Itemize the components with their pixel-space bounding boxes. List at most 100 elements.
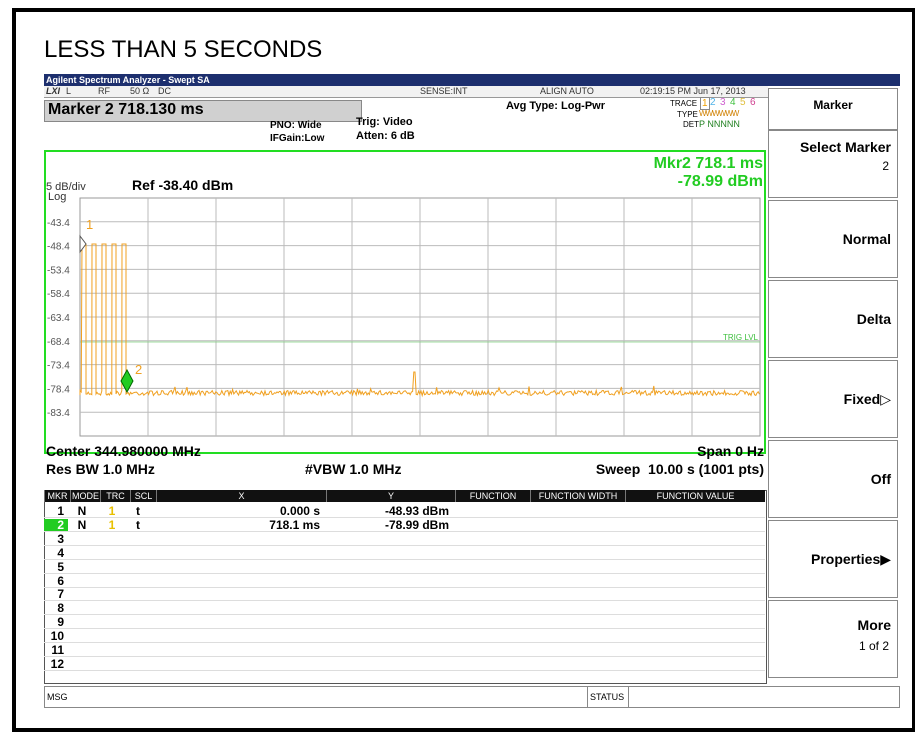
- table-cell: 718.1 ms: [269, 517, 320, 532]
- row-line: [44, 614, 765, 616]
- table-cell: 1: [108, 504, 116, 518]
- row-line: [44, 586, 765, 588]
- sweep: Sweep 10.00 s (1001 pts): [595, 461, 764, 477]
- menu-button-label: More: [857, 617, 891, 633]
- menu-button[interactable]: Off: [768, 440, 898, 518]
- menu-button-label: Normal: [842, 231, 891, 247]
- status-item: 50 Ω: [130, 86, 150, 96]
- y-label: -68.4: [47, 337, 70, 348]
- scale-type: Log: [48, 191, 67, 203]
- table-cell: 7: [57, 587, 64, 602]
- row-line: [44, 642, 765, 644]
- status-item: ALIGN AUTO: [540, 86, 594, 96]
- msg-bar: [44, 686, 900, 708]
- y-label: -43.4: [47, 218, 70, 229]
- table-header: MKR: [44, 490, 70, 502]
- menu-button-label: Off: [870, 471, 891, 487]
- menu-button[interactable]: Normal: [768, 200, 898, 278]
- row-line: [44, 544, 765, 546]
- table-cell: 2: [44, 518, 68, 531]
- marker-readout-box: [44, 100, 362, 122]
- menu-button[interactable]: Select Marker 2: [768, 130, 898, 198]
- center: Center 344.980000 MHz: [46, 443, 201, 459]
- app-header-bar: [44, 74, 900, 86]
- ref-level: Ref -38.40 dBm: [132, 177, 234, 193]
- menu-button-sub: 2: [882, 159, 889, 173]
- trace-label: TRACE: [670, 99, 698, 108]
- table-cell: 1: [57, 504, 64, 518]
- table-cell: 1: [108, 517, 116, 532]
- status-item: RF: [98, 86, 110, 96]
- row-line: [44, 600, 765, 602]
- row-line: [44, 628, 765, 630]
- menu-title-box: [768, 88, 898, 130]
- table-cell: 11: [51, 643, 64, 657]
- setting: Trig: Video: [356, 116, 413, 128]
- table-cell: 3: [57, 531, 64, 546]
- marker-2-label: 2: [135, 362, 142, 377]
- table-header: FUNCTION WIDTH: [530, 490, 625, 502]
- row-line: [44, 558, 765, 560]
- table-cell: 9: [57, 615, 64, 630]
- table-cell: 10: [50, 629, 64, 644]
- status-item: 02:19:15 PM Jun 17, 2013: [640, 86, 746, 96]
- row-line: [44, 656, 765, 657]
- status-item: DC: [158, 86, 171, 96]
- trace-number: 2: [710, 97, 716, 108]
- y-label: -83.4: [47, 408, 70, 419]
- menu-button[interactable]: Properties▶: [768, 520, 898, 598]
- status-cell: [587, 686, 629, 708]
- y-label: -53.4: [47, 265, 70, 276]
- menu-button-label: Fixed▷: [843, 391, 891, 407]
- row-line: [44, 530, 765, 532]
- status: STATUS: [590, 692, 625, 702]
- table-cell: -78.99 dBm: [384, 517, 449, 532]
- y-label: -58.4: [47, 289, 70, 300]
- status-item: LXI: [46, 86, 61, 96]
- menu-button-label: Properties▶: [810, 551, 891, 567]
- row-line: [44, 669, 765, 671]
- app-header: Agilent Spectrum Analyzer - Swept SA: [46, 75, 210, 85]
- table-cell: 4: [57, 545, 64, 560]
- table-header-bar: [44, 490, 765, 502]
- setting: Avg Type: Log-Pwr: [506, 100, 605, 112]
- trace-number: 5: [740, 97, 746, 108]
- vbw: #VBW 1.0 MHz: [305, 461, 402, 477]
- msg: MSG: [47, 692, 68, 702]
- menu-button[interactable]: Fixed▷: [768, 360, 898, 438]
- det-label: DET: [683, 120, 699, 129]
- span: Span 0 Hz: [697, 443, 764, 459]
- table-cell: 6: [57, 573, 64, 588]
- page-title: LESS THAN 5 SECONDS: [44, 36, 323, 63]
- marker-y: -78.99 dBm: [677, 173, 763, 190]
- table-cell: t: [136, 504, 140, 518]
- y-label: -63.4: [47, 313, 70, 324]
- table-cell: t: [136, 517, 140, 532]
- trace-number: 6: [750, 97, 756, 108]
- y-label: -48.4: [47, 242, 70, 253]
- table-header: MODE: [70, 490, 99, 502]
- menu-button[interactable]: More 1 of 2: [768, 600, 898, 678]
- menu-button[interactable]: Delta: [768, 280, 898, 358]
- plot-frame: [44, 150, 766, 454]
- table-header: FUNCTION: [455, 490, 530, 502]
- table-header: FUNCTION VALUE: [625, 490, 765, 502]
- trace-number: 3: [720, 97, 726, 108]
- setting: PNO: Wide: [270, 120, 322, 131]
- table-cell: 0.000 s: [279, 504, 320, 518]
- rbw: Res BW 1.0 MHz: [46, 461, 155, 477]
- setting: Atten: 6 dB: [356, 130, 415, 142]
- status-item: L: [66, 86, 72, 96]
- table-cell: 5: [57, 559, 64, 574]
- marker-1-label: 1: [86, 217, 93, 232]
- trace-type: WWWWWW: [699, 109, 739, 118]
- menu-title: Marker: [813, 98, 853, 112]
- table-header: TRC: [100, 490, 130, 502]
- marker-readout: Marker 2 718.130 ms: [48, 101, 204, 118]
- marker-2: [120, 368, 134, 394]
- table-cell: 8: [57, 601, 64, 616]
- trace-number: 4: [730, 97, 736, 108]
- trace: [79, 243, 760, 398]
